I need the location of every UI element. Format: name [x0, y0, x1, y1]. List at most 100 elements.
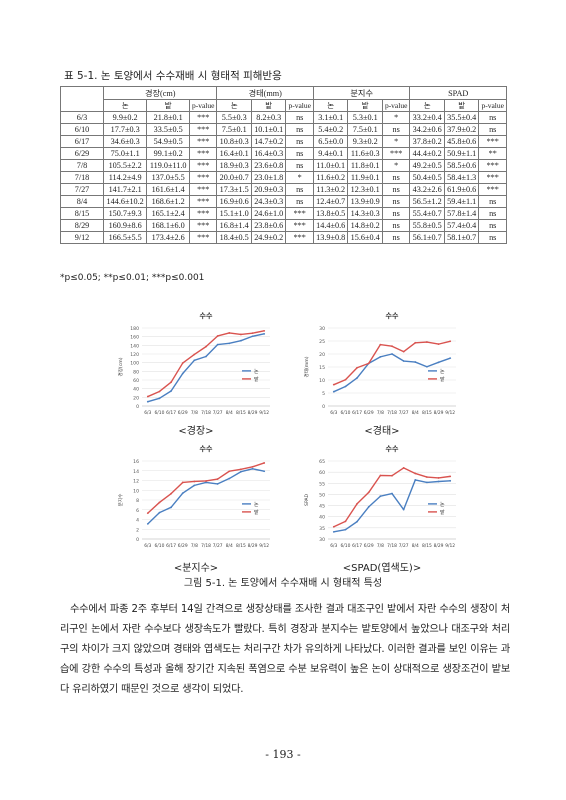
table-cell: 9.3±0.2 — [347, 135, 383, 148]
y-tick-label: 4 — [136, 518, 139, 524]
table-row: 7/27 141.7±2.1 161.6±1.4 *** 17.3±1.5 20.9±0.… — [60, 183, 507, 196]
table-cell: 58.1±0.7 — [443, 231, 480, 244]
table-cell: 14.3±0.3 — [347, 207, 383, 220]
row-date-cell: 6/29 — [60, 147, 104, 160]
table-cell: ns — [285, 135, 314, 148]
data-point — [414, 479, 417, 481]
table-cell: 24.9±0.2 — [250, 231, 287, 244]
row-date-cell: 6/17 — [60, 135, 104, 148]
y-tick-label: 30 — [319, 537, 325, 543]
table-cell: *** — [381, 147, 411, 160]
table-cell: 105.5±2.2 — [102, 159, 148, 172]
data-point — [367, 491, 370, 494]
data-point — [216, 343, 219, 346]
chart-title: 수수 — [386, 312, 399, 320]
y-tick-label: 20 — [319, 352, 325, 358]
data-point — [146, 512, 149, 515]
group-header-stem-length: 경장(cm) — [102, 86, 218, 100]
data-point — [449, 475, 452, 478]
table-cell: *** — [188, 231, 218, 244]
sub-header-p-value: p-value — [285, 99, 314, 112]
row-date-cell: 9/12 — [60, 231, 104, 244]
table-cell: ns — [478, 219, 507, 232]
table-cell: 59.4±1.1 — [443, 195, 480, 208]
table-cell: 33.5±0.5 — [146, 123, 190, 136]
x-tick-label: 8/29 — [434, 410, 444, 416]
y-tick-label: 40 — [133, 387, 139, 393]
data-point — [240, 339, 242, 342]
table-corner-cell — [60, 86, 104, 112]
table-cell: 14.7±0.2 — [250, 135, 287, 148]
data-point — [158, 390, 161, 393]
data-point — [240, 333, 242, 336]
table-cell: 17.7±0.3 — [102, 123, 148, 136]
chart-title: 수수 — [386, 445, 399, 453]
data-point — [379, 355, 382, 358]
x-tick-label: 8/4 — [412, 543, 419, 549]
sub-header-upland: 밭 — [146, 99, 190, 112]
table-cell: 17.3±1.5 — [216, 183, 252, 196]
series-line-paddy — [147, 333, 265, 403]
table-cell: *** — [188, 123, 218, 136]
data-point — [251, 465, 254, 468]
y-tick-label: 60 — [319, 470, 325, 476]
sub-header-paddy: 논 — [102, 99, 148, 112]
table-row: 6/29 75.0±1.1 99.1±0.2 *** 16.4±0.1 16.4±0.3 n… — [60, 147, 507, 160]
group-header-branch-count: 분지수 — [312, 86, 411, 100]
legend-label: 논 — [254, 502, 259, 508]
y-tick-label: 0 — [136, 537, 139, 543]
row-date-cell: 6/3 — [60, 111, 104, 124]
x-tick-label: 7/8 — [377, 410, 384, 416]
table-cell: *** — [188, 111, 218, 124]
sub-header-upland: 밭 — [250, 99, 287, 112]
table-body: 6/3 9.9±0.2 21.8±0.1 *** 5.5±0.3 8.2±0.3 ns 3.1… — [60, 111, 507, 244]
table-cell: 33.2±0.4 — [409, 111, 445, 124]
y-tick-label: 2 — [136, 527, 139, 533]
table-caption: 표 5-1. 논 토양에서 수수재배 시 형태적 피해반응 — [64, 70, 282, 82]
data-point — [391, 492, 393, 495]
table-cell: 61.9±0.6 — [443, 183, 480, 196]
table-cell: 10.1±0.1 — [250, 123, 287, 136]
significance-note: *p≤0.05; **p≤0.01; ***p≤0.001 — [60, 273, 205, 283]
x-tick-label: 9/12 — [259, 410, 269, 416]
x-tick-label: 6/3 — [330, 410, 337, 416]
y-axis-label: 분지수 — [117, 494, 124, 507]
y-tick-label: 25 — [319, 339, 325, 345]
table-cell: 12.3±0.1 — [347, 183, 383, 196]
data-point — [228, 332, 231, 334]
table-row: 7/8 105.5±2.2 119.0±11.0 *** 18.9±0.3 23.6±0.… — [60, 159, 507, 172]
data-point — [379, 495, 382, 498]
data-point — [205, 345, 207, 348]
table-cell: 21.8±0.1 — [146, 111, 190, 124]
table-row: 9/12 166.5±5.5 173.4±2.6 *** 18.4±0.5 24.9±0.… — [60, 231, 507, 244]
data-point — [216, 478, 219, 480]
data-point — [193, 353, 196, 356]
data-point — [263, 462, 266, 464]
data-point — [240, 470, 242, 473]
group-header-stem-diameter: 경태(mm) — [216, 86, 314, 100]
table-cell: 20.0±0.7 — [216, 171, 252, 184]
table-cell: 11.3±0.2 — [312, 183, 349, 196]
data-point — [146, 395, 149, 398]
table-cell: ns — [478, 231, 507, 244]
data-point — [170, 492, 172, 495]
x-tick-label: 8/4 — [412, 410, 419, 416]
chart-branch-count: 0 2 4 6 8 10 12 14 16 6/3 6/10 6/17 6/29 7/8 7/18 7/27 8… — [116, 443, 276, 553]
data-point — [181, 492, 184, 495]
x-tick-label: 7/27 — [213, 410, 223, 416]
x-tick-label: 6/10 — [155, 543, 165, 549]
data-point — [170, 506, 172, 509]
x-tick-label: 8/29 — [248, 410, 258, 416]
data-point — [170, 390, 172, 392]
data-point — [414, 341, 417, 344]
table-cell: ns — [381, 207, 411, 220]
legend-label: 밭 — [440, 376, 445, 383]
sub-header-paddy: 논 — [216, 99, 252, 112]
x-tick-label: 9/12 — [259, 543, 269, 549]
table-row: 7/18 114.2±4.9 137.0±5.5 *** 20.0±0.7 23.0±1.… — [60, 171, 507, 184]
table-cell: 173.4±2.6 — [146, 231, 190, 244]
table-cell: 16.4±0.1 — [216, 147, 252, 160]
table-cell: *** — [478, 159, 507, 172]
x-tick-label: 8/15 — [422, 543, 432, 549]
data-point — [402, 508, 405, 511]
